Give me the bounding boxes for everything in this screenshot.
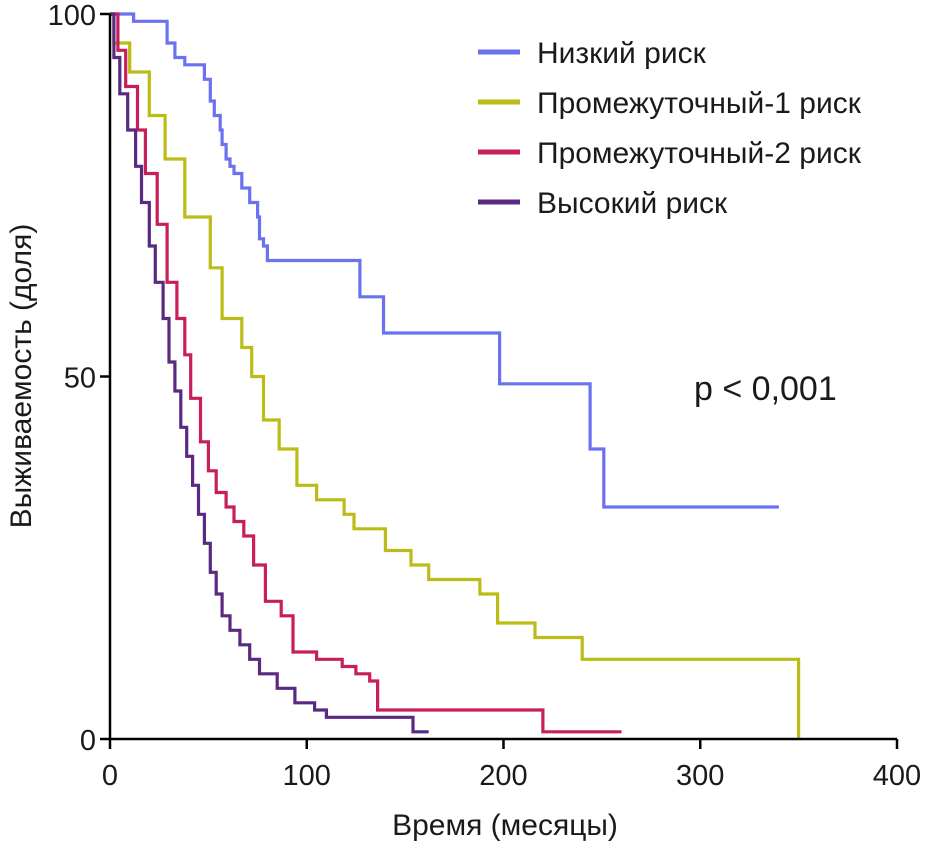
series-line-2 — [110, 12, 801, 739]
series-line-1 — [110, 12, 779, 509]
legend-label: Высокий риск — [537, 187, 728, 220]
x-tick-label: 300 — [676, 760, 724, 792]
y-tick-label: 100 — [48, 0, 96, 32]
series-line-4 — [110, 12, 429, 734]
x-tick-label: 200 — [479, 760, 527, 792]
legend-label: Промежуточный-2 риск — [537, 137, 862, 170]
p-value-annotation: p < 0,001 — [694, 370, 837, 408]
y-tick-label: 0 — [80, 725, 96, 757]
series-layer — [110, 12, 801, 739]
x-ticks: 0 100 200 300 400 — [102, 739, 921, 792]
y-axis-title: Выживаемость (доля) — [5, 224, 38, 529]
x-tick-label: 100 — [283, 760, 331, 792]
x-tick-label: 400 — [873, 760, 921, 792]
legend-label: Промежуточный-1 риск — [537, 87, 862, 120]
y-tick-label: 50 — [64, 363, 96, 395]
series-line-3 — [110, 12, 622, 734]
x-axis-title: Время (месяцы) — [392, 809, 618, 842]
legend: Низкий риск Промежуточный-1 риск Промежуто… — [478, 37, 862, 220]
y-ticks: 0 50 100 — [48, 0, 110, 757]
legend-label: Низкий риск — [537, 37, 707, 70]
x-tick-label: 0 — [102, 760, 118, 792]
